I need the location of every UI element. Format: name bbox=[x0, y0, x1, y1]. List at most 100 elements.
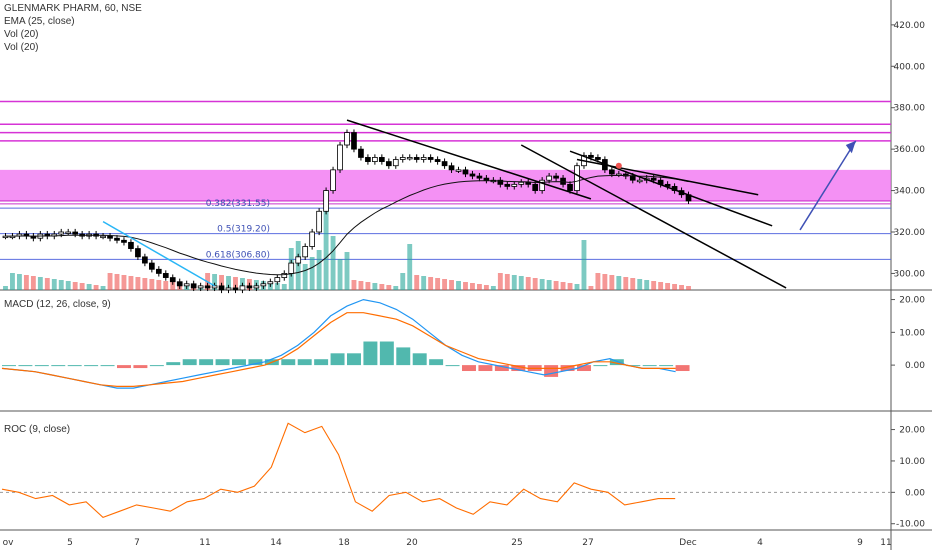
macd-histogram-bar bbox=[675, 365, 690, 372]
fib-label-2: 0.618(306.80) bbox=[206, 250, 270, 260]
volume-bar bbox=[490, 286, 496, 290]
roc-tick-label: 20.00 bbox=[899, 426, 925, 436]
volume-bar bbox=[504, 274, 510, 290]
macd-histogram-bar bbox=[396, 347, 411, 366]
candle bbox=[100, 235, 106, 239]
candle bbox=[358, 148, 364, 158]
candle bbox=[204, 285, 211, 289]
candle bbox=[197, 285, 204, 289]
volume-bar bbox=[630, 278, 636, 290]
macd-histogram-bar bbox=[429, 359, 444, 366]
macd-histogram-bar bbox=[642, 365, 657, 367]
candle bbox=[114, 237, 120, 241]
roc-tick-label: -10.00 bbox=[896, 520, 925, 530]
volume-bar bbox=[219, 275, 224, 290]
price-tick-label: 420.00 bbox=[894, 21, 926, 31]
macd-tick-label: 20.00 bbox=[899, 296, 925, 306]
macd-title: MACD (12, 26, close, 9) bbox=[4, 299, 111, 310]
volume-bar bbox=[149, 279, 155, 290]
volume-bar bbox=[226, 276, 231, 290]
volume-bar bbox=[518, 276, 524, 290]
volume-bar bbox=[637, 279, 643, 290]
price-tick-label: 300.00 bbox=[894, 269, 926, 279]
candle bbox=[232, 287, 239, 291]
volume-bar bbox=[344, 252, 350, 290]
volume-bar bbox=[525, 277, 531, 290]
macd-histogram-bar bbox=[626, 365, 641, 367]
candle bbox=[267, 281, 274, 285]
candle bbox=[413, 157, 420, 160]
volume-bar bbox=[407, 244, 413, 290]
macd-histogram-bar bbox=[18, 365, 33, 367]
arrow-head bbox=[845, 140, 856, 154]
macd-histogram-bar bbox=[133, 365, 148, 369]
volume-bar bbox=[65, 281, 71, 290]
volume-bar bbox=[483, 285, 489, 290]
macd-legend: MACD (12, 26, close, 9) bbox=[4, 298, 111, 311]
volume-bar bbox=[553, 281, 559, 290]
volume-bar bbox=[393, 286, 399, 290]
candle bbox=[567, 183, 573, 191]
macd-histogram-bar bbox=[544, 365, 559, 377]
candle bbox=[253, 285, 260, 289]
macd-histogram-bar bbox=[100, 365, 115, 367]
macd-histogram-bar bbox=[248, 359, 263, 366]
symbol-title: GLENMARK PHARM, 60, NSE bbox=[4, 3, 142, 14]
volume-bar bbox=[497, 273, 503, 290]
candle bbox=[316, 210, 322, 233]
macd-histogram-bar bbox=[379, 341, 394, 366]
candle bbox=[427, 157, 434, 160]
macd-histogram-bar bbox=[609, 359, 624, 366]
signal-line bbox=[1, 312, 676, 387]
volume-bar bbox=[658, 282, 664, 290]
macd-histogram-bar bbox=[2, 365, 16, 367]
volume-bar bbox=[379, 284, 385, 290]
price-tick-label: 380.00 bbox=[894, 104, 926, 114]
x-tick-label: 11 bbox=[880, 538, 891, 548]
x-tick-label: 4 bbox=[757, 538, 763, 548]
volume-bar bbox=[595, 273, 601, 290]
macd-histogram-bar bbox=[232, 359, 246, 366]
volume-bar bbox=[414, 275, 420, 290]
candle bbox=[372, 157, 378, 162]
volume-bar bbox=[337, 259, 343, 290]
volume-bar bbox=[121, 275, 127, 290]
macd-histogram-bar bbox=[34, 365, 49, 367]
volume-bar bbox=[602, 274, 608, 290]
legend-vol-2: Vol (20) bbox=[4, 42, 39, 53]
macd-histogram-bar bbox=[314, 359, 329, 366]
x-tick-label: 20 bbox=[406, 538, 418, 548]
volume-bar bbox=[10, 273, 15, 290]
macd-histogram-bar bbox=[659, 365, 674, 367]
candle bbox=[183, 283, 190, 287]
legend-ema: EMA (25, close) bbox=[4, 16, 75, 27]
candle bbox=[434, 159, 441, 162]
macd-histogram-bar bbox=[182, 359, 197, 366]
candle bbox=[553, 175, 559, 179]
candle bbox=[539, 179, 545, 191]
volume-bar bbox=[135, 277, 141, 290]
volume-bar bbox=[330, 236, 336, 290]
candle bbox=[135, 248, 141, 258]
volume-bar bbox=[532, 278, 538, 290]
volume-bar bbox=[100, 286, 106, 290]
candle bbox=[128, 241, 134, 249]
volume-bar bbox=[351, 280, 357, 290]
volume-bar bbox=[546, 280, 552, 290]
volume-bar bbox=[365, 282, 371, 290]
macd-histogram-bar bbox=[347, 353, 361, 366]
price-tick-label: 320.00 bbox=[894, 228, 926, 238]
x-tick-label: ov bbox=[3, 538, 15, 548]
roc-tick-label: 0.00 bbox=[905, 488, 925, 498]
x-tick-label: 9 bbox=[857, 538, 863, 548]
macd-tick-label: 0.00 bbox=[905, 361, 925, 371]
candle bbox=[142, 256, 148, 264]
macd-histogram-bar bbox=[199, 359, 214, 366]
volume-bar bbox=[128, 276, 134, 290]
candle bbox=[448, 165, 455, 171]
macd-histogram-bar bbox=[560, 365, 575, 372]
candle bbox=[455, 169, 462, 172]
volume-bar bbox=[651, 281, 657, 290]
